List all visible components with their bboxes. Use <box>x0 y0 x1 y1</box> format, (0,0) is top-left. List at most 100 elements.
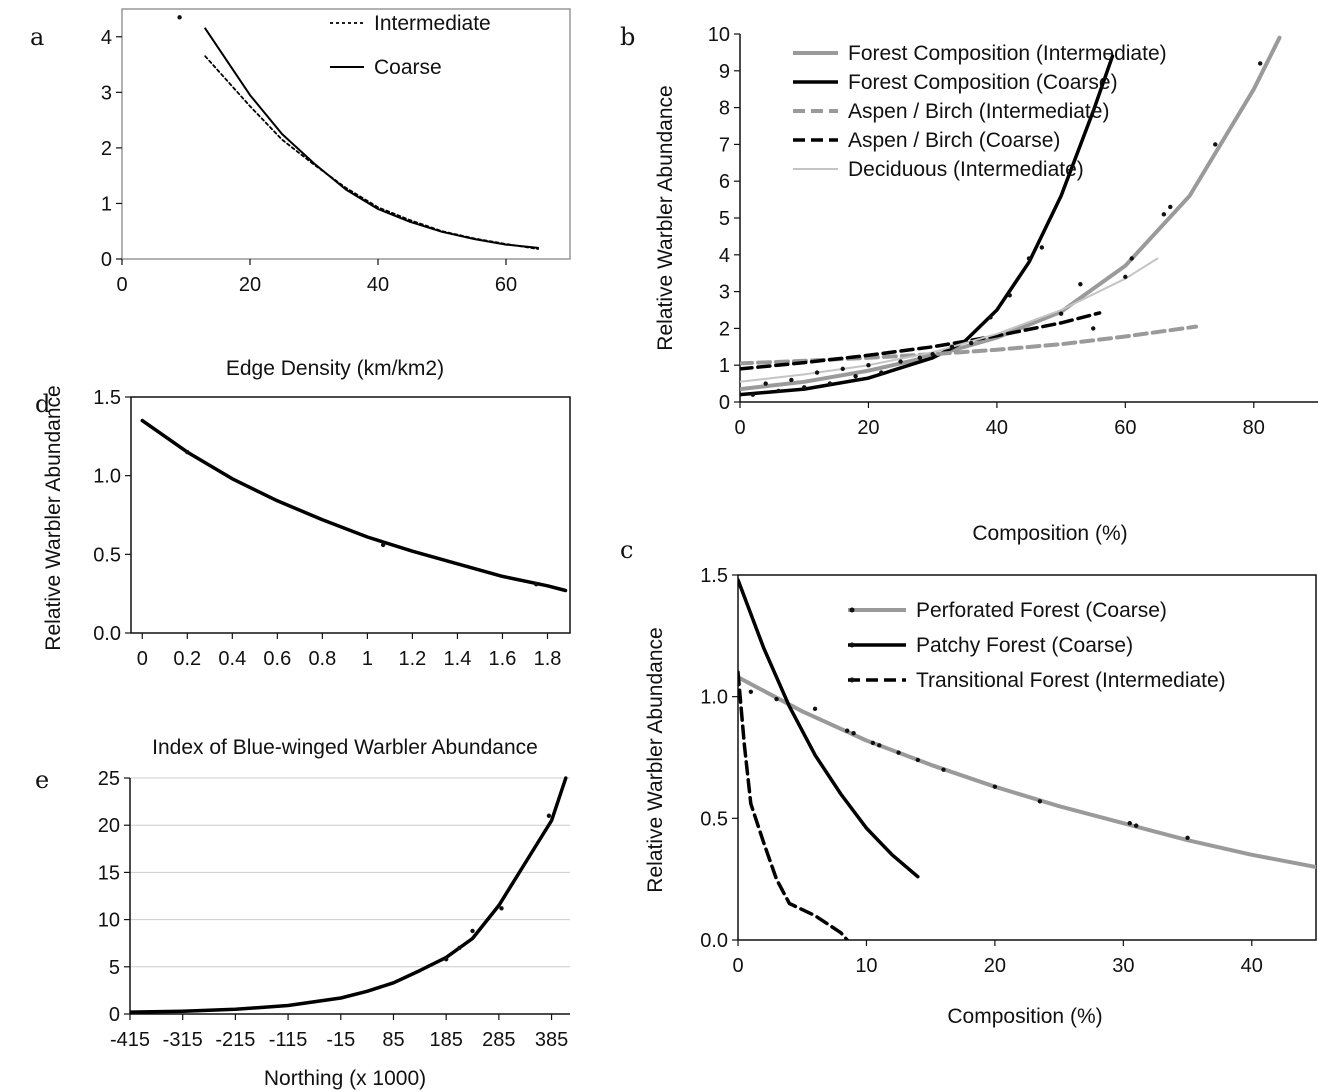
c-series-line-2 <box>738 670 849 940</box>
e-x-tick-label: -215 <box>215 1029 255 1051</box>
b-y-tick-label: 6 <box>719 171 730 193</box>
e-x-axis-title: Northing (x 1000) <box>264 1067 426 1090</box>
b-y-tick-label: 10 <box>708 24 730 46</box>
b-data-point <box>814 370 820 375</box>
d-x-tick-label: 1.8 <box>534 648 562 670</box>
a-series-line-0 <box>204 55 539 250</box>
b-y-tick-label: 3 <box>719 282 730 304</box>
b-data-point <box>949 344 955 349</box>
e-y-tick-label: 20 <box>98 815 120 837</box>
b-legend-label-0: Forest Composition (Intermediate) <box>848 42 1167 65</box>
panel-letter-e: e <box>35 766 49 794</box>
b-y-tick-label: 0 <box>719 392 730 414</box>
b-data-point <box>988 315 993 320</box>
c-data-point <box>738 682 741 687</box>
b-legend-label-3: Aspen / Birch (Coarse) <box>848 129 1060 152</box>
b-x-tick-label: 20 <box>857 417 879 439</box>
c-x-tick-label: 20 <box>984 955 1006 977</box>
c-y-tick-label: 0.0 <box>700 930 728 952</box>
a-y-tick-label: 2 <box>101 138 112 160</box>
c-y-tick-label: 1.5 <box>700 565 728 587</box>
c-data-point <box>774 696 779 702</box>
b-legend-label-2: Aspen / Birch (Intermediate) <box>848 100 1109 123</box>
panel-letter-b: b <box>620 23 635 51</box>
a-x-tick-label: 20 <box>239 274 261 296</box>
c-y-tick-label: 1.0 <box>700 687 728 709</box>
d-x-tick-label: 0.4 <box>218 648 246 670</box>
chart-c: 0.0 0.5 1.0 1.5 0 10 20 30 40 Composition (%) Rela… <box>644 565 1317 1028</box>
chart-e: 0 5 10 15 20 25 -415 -315 -215 -115 -15 85 185 285 385… <box>98 768 570 1090</box>
b-y-tick-label: 9 <box>719 61 730 83</box>
panel-letter-a: a <box>30 23 44 51</box>
c-y-tick-label: 0.5 <box>700 808 728 830</box>
b-data-point <box>917 355 923 361</box>
e-series-line-0 <box>130 776 568 1014</box>
b-y-tick-label: 8 <box>719 98 730 120</box>
b-data-point <box>853 374 858 379</box>
a-data-point <box>177 15 182 20</box>
e-x-tick-label: 185 <box>429 1029 462 1051</box>
d-y-axis-title: Relative Warbler Abundance <box>42 385 65 650</box>
c-x-tick-label: 40 <box>1241 955 1263 977</box>
b-series-line-1 <box>740 54 1115 397</box>
b-data-point <box>1039 245 1045 250</box>
e-data-point <box>499 906 504 911</box>
d-series-line-0 <box>140 418 568 593</box>
b-data-point <box>1258 61 1263 66</box>
c-data-point <box>812 706 818 712</box>
a-x-tick-label: 60 <box>495 274 517 296</box>
a-y-tick-label: 0 <box>101 249 112 271</box>
chart-b: 0 1 2 3 4 5 6 7 8 9 10 0 20 40 60 80 Composition (%) Rela… <box>654 24 1318 545</box>
b-data-point <box>866 363 871 368</box>
d-x-tick-label: 0.2 <box>173 648 201 670</box>
c-legend-marker-0 <box>849 607 855 613</box>
b-x-tick-label: 0 <box>734 417 745 439</box>
e-data-point <box>546 813 552 818</box>
b-data-point <box>1168 204 1173 210</box>
a-plot-frame <box>121 8 571 260</box>
c-x-tick-label: 0 <box>732 955 743 977</box>
d-data-point <box>380 542 386 548</box>
a-series-line-1 <box>204 27 539 249</box>
a-y-tick-label: 3 <box>101 82 112 104</box>
c-data-point <box>748 689 754 694</box>
b-data-point <box>930 351 935 357</box>
b-data-point <box>750 392 756 397</box>
b-data-point <box>1161 212 1167 217</box>
e-y-tick-label: 25 <box>98 768 120 790</box>
e-y-tick-label: 0 <box>109 1004 120 1026</box>
d-y-tick-label: 1.0 <box>93 466 121 488</box>
a-y-tick-label: 4 <box>101 27 112 49</box>
chart-d: 0.0 0.5 1.0 1.5 0 0.2 0.4 0.6 0.8 1 1.2 1.4 1.6 1.8 In… <box>42 385 571 759</box>
c-x-axis-title: Composition (%) <box>947 1005 1102 1028</box>
b-y-tick-label: 7 <box>719 134 730 156</box>
a-y-tick-label: 1 <box>101 193 112 215</box>
c-data-point <box>877 743 882 748</box>
b-y-axis-title: Relative Warbler Abundance <box>654 85 677 350</box>
c-data-point <box>1037 799 1043 804</box>
d-data-point <box>185 449 190 455</box>
e-x-tick-label: -415 <box>110 1029 150 1051</box>
b-series-line-3 <box>740 311 1102 371</box>
c-data-point <box>1185 835 1190 840</box>
e-x-tick-label: -15 <box>326 1029 355 1051</box>
c-series-line-1 <box>738 578 920 879</box>
d-y-tick-label: 0.5 <box>93 544 121 566</box>
c-data-point <box>915 757 921 763</box>
e-y-tick-label: 10 <box>98 910 120 932</box>
b-data-point <box>827 381 833 386</box>
b-x-axis-title: Composition (%) <box>972 522 1127 545</box>
e-x-tick-label: 85 <box>382 1029 404 1051</box>
d-x-tick-label: 1.2 <box>399 648 427 670</box>
c-data-point <box>1127 821 1132 826</box>
c-x-tick-label: 30 <box>1112 955 1134 977</box>
b-legend-label-1: Forest Composition (Coarse) <box>848 71 1118 94</box>
b-data-point <box>840 366 845 372</box>
d-x-tick-label: 1.6 <box>489 648 517 670</box>
e-data-point <box>443 957 449 962</box>
b-data-point <box>1129 256 1134 261</box>
b-x-tick-label: 60 <box>1114 417 1136 439</box>
b-data-point <box>1213 142 1218 147</box>
